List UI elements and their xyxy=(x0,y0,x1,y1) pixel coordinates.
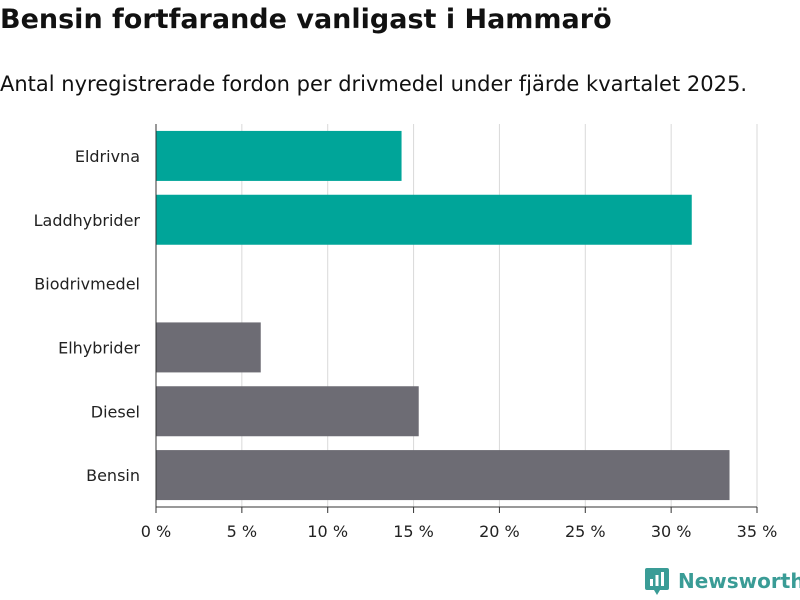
brand-name: Newsworthy xyxy=(678,569,800,593)
x-tick-label: 30 % xyxy=(651,522,692,541)
x-tick-label: 5 % xyxy=(227,522,257,541)
bar xyxy=(156,194,692,245)
chart-subtitle: Antal nyregistrerade fordon per drivmede… xyxy=(0,72,748,96)
x-tick-label: 35 % xyxy=(737,522,778,541)
y-category-label: Eldrivna xyxy=(75,147,140,166)
brand-logo: Newsworthy xyxy=(644,566,800,596)
bar-chart: 0 % 5 % 10 % 15 % 20 % 25 % 30 % 35 % Eldrivna La… xyxy=(34,124,778,541)
y-category-label: Bensin xyxy=(86,466,140,485)
bar xyxy=(156,450,730,501)
bar xyxy=(156,322,261,373)
y-category-label: Laddhybrider xyxy=(34,211,141,230)
bar xyxy=(156,386,419,437)
x-tick-label: 25 % xyxy=(565,522,606,541)
y-category-label: Elhybrider xyxy=(58,338,140,357)
bar xyxy=(156,130,402,181)
y-category-label: Diesel xyxy=(91,402,140,421)
x-tick-label: 0 % xyxy=(141,522,171,541)
x-tick-label: 15 % xyxy=(393,522,434,541)
x-tick-label: 20 % xyxy=(479,522,520,541)
bar-chart-bubble-icon xyxy=(645,568,669,595)
x-tick-label: 10 % xyxy=(307,522,348,541)
y-category-label: Biodrivmedel xyxy=(34,275,140,294)
chart-title: Bensin fortfarande vanligast i Hammarö xyxy=(0,4,612,35)
